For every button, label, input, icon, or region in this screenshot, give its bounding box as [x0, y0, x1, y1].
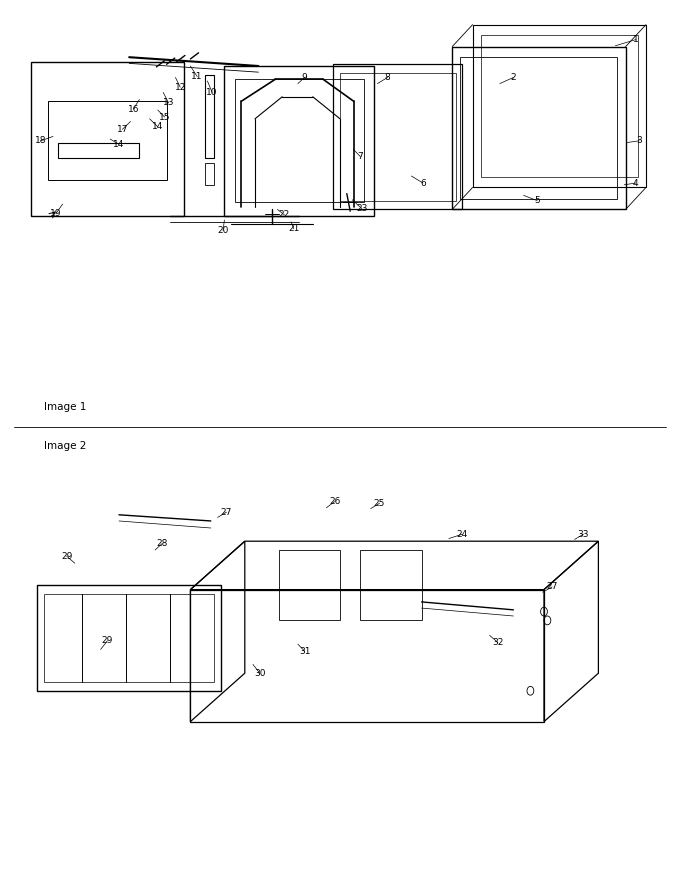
Text: 32: 32: [492, 638, 503, 647]
Text: 13: 13: [163, 99, 174, 107]
Text: 8: 8: [385, 73, 390, 82]
Text: 33: 33: [578, 530, 589, 539]
Bar: [452, 47, 626, 209]
Bar: [205, 75, 214, 158]
Bar: [333, 64, 462, 209]
Bar: [58, 143, 139, 158]
Text: 19: 19: [50, 209, 61, 218]
Text: 27: 27: [547, 583, 558, 591]
Text: 11: 11: [192, 72, 203, 81]
Text: 1: 1: [633, 35, 639, 44]
Text: 18: 18: [35, 136, 46, 145]
Text: 3: 3: [636, 136, 642, 145]
Text: Image 2: Image 2: [44, 441, 86, 451]
Bar: [44, 594, 214, 682]
Text: 27: 27: [221, 508, 232, 517]
Text: 30: 30: [254, 669, 265, 678]
Text: 9: 9: [302, 73, 307, 82]
Text: 7: 7: [358, 152, 363, 161]
Text: 25: 25: [374, 499, 385, 508]
Bar: [37, 585, 221, 691]
Bar: [473, 25, 646, 187]
Text: 21: 21: [288, 224, 299, 233]
Bar: [481, 35, 638, 177]
Text: 6: 6: [420, 179, 426, 187]
Text: 14: 14: [152, 122, 163, 131]
Bar: [48, 101, 167, 180]
Text: 4: 4: [633, 179, 639, 187]
Bar: [360, 550, 422, 620]
Bar: [31, 62, 184, 216]
Text: 29: 29: [102, 636, 113, 645]
Text: 24: 24: [457, 530, 468, 539]
Bar: [224, 66, 374, 216]
Text: 10: 10: [207, 88, 218, 97]
Text: 28: 28: [156, 539, 167, 548]
Text: 16: 16: [128, 105, 139, 114]
Text: 26: 26: [329, 497, 340, 506]
Bar: [205, 163, 214, 185]
Text: 22: 22: [279, 210, 290, 219]
Text: 5: 5: [534, 196, 540, 205]
Text: 15: 15: [159, 113, 170, 121]
Text: 31: 31: [299, 647, 310, 656]
Text: Image 1: Image 1: [44, 402, 86, 413]
Bar: [279, 550, 340, 620]
Bar: [340, 73, 456, 201]
Text: 29: 29: [61, 552, 72, 561]
Text: 17: 17: [117, 125, 128, 134]
Text: 12: 12: [175, 83, 186, 92]
Text: 14: 14: [114, 140, 124, 149]
Text: 23: 23: [356, 204, 367, 213]
Bar: [460, 57, 617, 199]
Bar: [235, 79, 364, 202]
Text: 2: 2: [511, 73, 516, 82]
Text: 20: 20: [218, 226, 228, 235]
